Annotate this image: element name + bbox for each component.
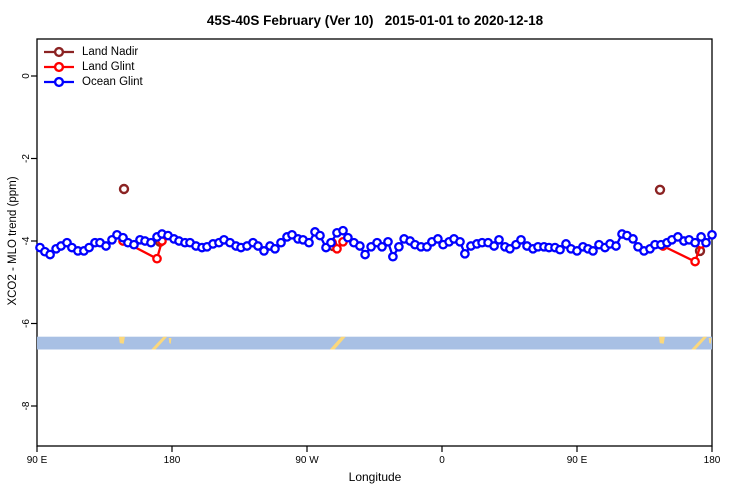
ocean-glint-point xyxy=(315,230,325,241)
legend-item-land-nadir: Land Nadir xyxy=(42,44,143,59)
map-strip-land-new-zealand-wrap xyxy=(691,336,708,350)
map-strip-land-tasmania-wrap xyxy=(658,336,665,344)
ocean-glint-point xyxy=(146,237,156,248)
x-tick-label: 90 E xyxy=(27,455,48,466)
x-tick-label: 90 W xyxy=(295,455,319,466)
ocean-glint-marker-icon xyxy=(44,76,74,87)
ocean-glint-point xyxy=(489,241,499,251)
legend-label: Ocean Glint xyxy=(82,75,143,88)
y-tick-label: -4 xyxy=(21,236,32,245)
land-glint-point xyxy=(690,256,700,267)
ocean-glint-point xyxy=(383,236,393,247)
ocean-glint-point xyxy=(304,237,314,248)
ocean-glint-point xyxy=(129,239,139,250)
land-glint-point xyxy=(332,243,342,254)
ocean-glint-point xyxy=(338,225,348,236)
plot-border xyxy=(36,38,713,447)
map-strip-ocean xyxy=(37,336,712,350)
map-strip-land-new-zealand xyxy=(151,336,168,350)
ocean-glint-point xyxy=(707,229,717,240)
ocean-glint-point xyxy=(690,237,700,248)
land-nadir-marker-icon xyxy=(44,46,74,57)
chart-title: 45S-40S February (Ver 10) 2015-01-01 to … xyxy=(206,13,544,28)
legend-label: Land Glint xyxy=(82,60,135,73)
map-strip-land-south-america xyxy=(329,336,346,350)
y-tick-label: -6 xyxy=(21,319,32,328)
ocean-glint-point xyxy=(433,234,443,244)
legend: Land Nadir Land Glint Ocean Glint xyxy=(42,44,143,89)
x-axis-title: Longitude xyxy=(348,470,402,484)
legend-item-ocean-glint: Ocean Glint xyxy=(42,74,143,89)
y-tick-label: -2 xyxy=(21,154,32,163)
ocean-glint-point xyxy=(628,234,638,244)
ocean-glint-point xyxy=(343,232,353,243)
ocean-glint-point xyxy=(555,244,565,255)
map-strip-land-tasmania xyxy=(118,336,125,344)
ocean-glint-point xyxy=(611,241,621,251)
ocean-glint-point xyxy=(360,249,370,260)
ocean-glint-point xyxy=(388,251,398,262)
x-tick-label: 180 xyxy=(704,455,721,466)
ocean-glint-point xyxy=(101,241,111,251)
y-tick-label: 0 xyxy=(21,73,32,79)
legend-item-land-glint: Land Glint xyxy=(42,59,143,74)
ocean-glint-point xyxy=(259,246,269,256)
map-strip-land-new-zealand-tip-wrap xyxy=(708,338,712,344)
map-strip-land-new-zealand-tip xyxy=(168,338,172,344)
legend-label: Land Nadir xyxy=(82,45,139,58)
land-nadir-point xyxy=(654,184,666,196)
ocean-glint-point xyxy=(394,241,404,252)
land-nadir-point xyxy=(118,183,130,195)
ocean-glint-point xyxy=(588,246,598,256)
ocean-glint-point xyxy=(253,241,263,251)
ocean-glint-point xyxy=(355,241,365,251)
land-glint-point xyxy=(152,253,162,264)
y-tick-label: -8 xyxy=(21,401,32,410)
ocean-glint-point xyxy=(460,248,470,259)
ocean-glint-point xyxy=(455,236,465,247)
y-axis-title: XCO2 - MLO trend (ppm) xyxy=(7,176,19,306)
x-tick-label: 90 E xyxy=(567,455,588,466)
ocean-glint-point xyxy=(270,243,280,254)
ocean-glint-point xyxy=(516,234,526,245)
ocean-glint-point xyxy=(84,242,94,253)
ocean-glint-point xyxy=(377,241,387,252)
ocean-glint-point xyxy=(701,237,711,248)
ocean-glint-point xyxy=(276,237,286,248)
ocean-glint-point xyxy=(45,249,55,260)
x-tick-label: 180 xyxy=(164,455,181,466)
land-glint-marker-icon xyxy=(44,61,74,72)
ocean-glint-point xyxy=(696,232,706,242)
ocean-glint-point xyxy=(494,234,504,245)
ocean-glint-point xyxy=(326,237,336,248)
x-tick-label: 0 xyxy=(439,455,445,466)
